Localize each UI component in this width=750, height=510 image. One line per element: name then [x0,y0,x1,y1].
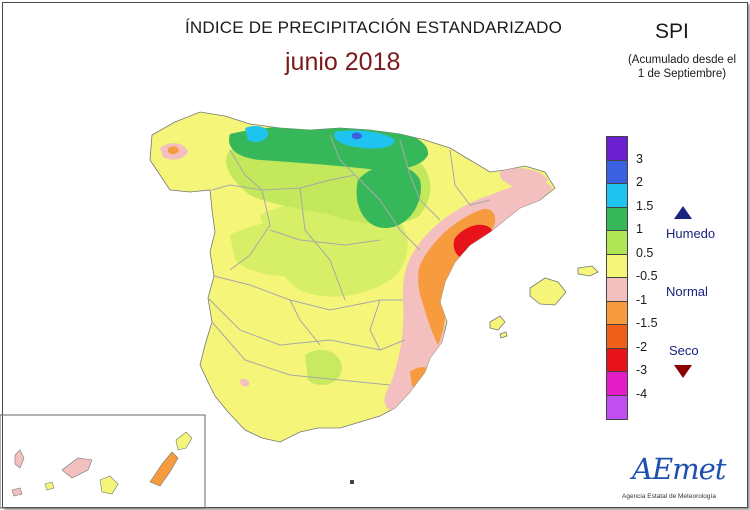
melilla [350,480,354,484]
zone-orange-murcia [410,367,435,389]
zone-light-green-south [305,349,342,386]
legend-tick-label: -1.5 [636,316,658,330]
mallorca [529,277,567,306]
legend-swatch [606,253,628,278]
legend-swatch [606,159,628,184]
aemet-logo: AEmet [632,452,726,486]
region-borders [207,134,491,386]
zone-green-upper-ebro [356,165,421,228]
humid-arrow-icon [674,206,692,219]
formentera [499,331,508,339]
legend-swatch [606,136,628,161]
accumulation-line-2: 1 de Septiembre) [637,68,727,80]
zone-red-castellon [453,224,492,258]
balearic-islands [489,265,599,339]
zone-orange-galicia [168,146,179,155]
legend-tick-label: 2 [636,175,643,189]
peninsula [149,111,556,443]
legend-swatch [606,230,628,255]
gran-canaria [99,475,119,495]
zone-blue-asturias [245,126,268,142]
legend-tick-label: 1 [636,222,643,236]
legend-swatch [606,371,628,396]
legend-swatch [606,347,628,372]
legend-tick-label: 0.5 [636,245,654,260]
dry-arrow-icon [674,365,692,378]
la-gomera [44,481,55,491]
zone-blue-cantabria [334,130,395,149]
legend-tick-label: -2 [636,339,648,354]
map-period: junio 2018 [285,48,401,76]
legend-swatch [606,206,628,231]
canary-islands-inset [0,414,206,509]
legend-tick-label: 1.5 [636,198,654,213]
map-title: ÍNDICE DE PRECIPITACIÓN ESTANDARIZADO [185,18,563,37]
legend-tick-label: -4 [636,386,648,401]
tenerife [61,457,93,479]
accumulation-line-1: (Acumulado desde el [627,54,737,66]
accumulation-note: (Acumulado desde el 1 de Septiembre) [612,53,750,81]
zone-light-green-central [260,201,408,297]
legend-swatch [606,183,628,208]
legend-swatch [606,277,628,302]
menorca [577,265,599,277]
la-palma [14,449,25,469]
legend-tick-label: 3 [636,151,643,166]
aemet-logo-caption: Agencia Estatal de Meteorología [622,493,716,500]
legend-swatch [606,394,628,420]
zone-darkblue [352,132,362,140]
normal-label: Normal [666,284,708,299]
canary-frame [0,414,206,509]
zone-pink-northeast [499,168,548,190]
legend-tick-label: -1 [636,292,648,307]
dry-label: Seco [669,343,699,358]
ibiza [489,315,506,331]
legend-tick-label: -0.5 [636,269,658,283]
fuerteventura [149,451,179,487]
lanzarote [175,431,193,451]
legend-swatch [606,300,628,325]
humid-label: Humedo [666,226,716,241]
legend-tick-label: -3 [636,363,648,377]
zone-pink-south [240,378,250,387]
index-label: SPI [655,20,689,43]
el-hierro [11,487,23,497]
zone-pink-east [384,181,552,411]
legend-swatch [606,324,628,349]
